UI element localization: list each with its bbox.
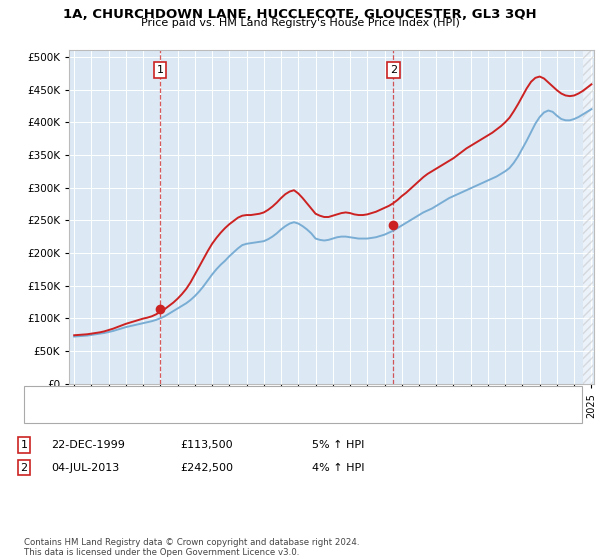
Text: HPI: Average price, detached house, Gloucester: HPI: Average price, detached house, Glou… [70, 408, 304, 418]
Text: 22-DEC-1999: 22-DEC-1999 [51, 440, 125, 450]
Text: 1: 1 [20, 440, 28, 450]
Text: 1: 1 [157, 65, 163, 75]
Text: Contains HM Land Registry data © Crown copyright and database right 2024.
This d: Contains HM Land Registry data © Crown c… [24, 538, 359, 557]
Text: 1A, CHURCHDOWN LANE, HUCCLECOTE, GLOUCESTER, GL3 3QH: 1A, CHURCHDOWN LANE, HUCCLECOTE, GLOUCES… [63, 8, 537, 21]
Text: £242,500: £242,500 [180, 463, 233, 473]
Text: 04-JUL-2013: 04-JUL-2013 [51, 463, 119, 473]
Text: £113,500: £113,500 [180, 440, 233, 450]
Text: 2: 2 [20, 463, 28, 473]
Text: 1A, CHURCHDOWN LANE, HUCCLECOTE, GLOUCESTER, GL3 3QH (detached house): 1A, CHURCHDOWN LANE, HUCCLECOTE, GLOUCES… [70, 391, 475, 402]
Text: 5% ↑ HPI: 5% ↑ HPI [312, 440, 364, 450]
Text: Price paid vs. HM Land Registry's House Price Index (HPI): Price paid vs. HM Land Registry's House … [140, 18, 460, 29]
Text: 2: 2 [390, 65, 397, 75]
Text: 4% ↑ HPI: 4% ↑ HPI [312, 463, 365, 473]
